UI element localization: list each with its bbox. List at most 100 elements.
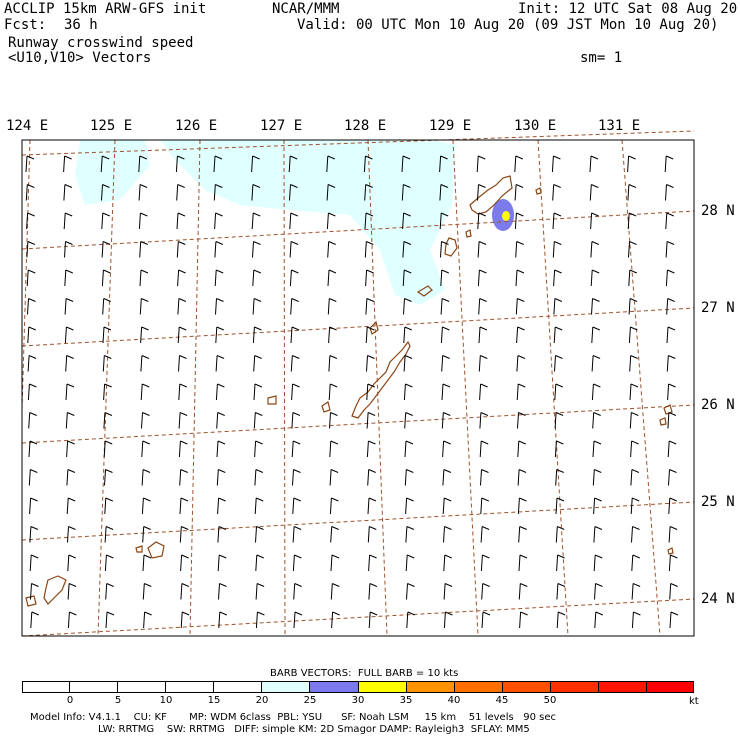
wind-barb	[101, 241, 111, 258]
wind-barb	[293, 611, 303, 629]
lat-label: 28 N	[701, 203, 735, 219]
color-scale-tick-label: 35	[399, 695, 413, 706]
wind-barb	[515, 298, 525, 315]
wind-barb	[63, 184, 73, 201]
wind-barb	[631, 554, 640, 572]
wind-barb	[328, 383, 338, 401]
wind-barb	[101, 184, 110, 201]
wind-barb	[138, 184, 148, 201]
wind-barb	[27, 355, 37, 372]
wind-barb	[292, 526, 302, 543]
wind-barb	[367, 497, 377, 515]
wind-barb	[629, 383, 639, 401]
wind-barb	[366, 412, 376, 429]
lon-line	[537, 139, 569, 637]
wind-barb	[594, 583, 603, 600]
wind-barb	[214, 269, 224, 287]
wind-barb	[443, 554, 452, 572]
wind-barb	[365, 326, 375, 344]
wind-barb	[590, 269, 600, 287]
wind-barb	[329, 497, 339, 515]
wind-barb	[139, 241, 148, 258]
color-scale-cell	[309, 681, 358, 693]
wind-barb	[101, 212, 110, 230]
wind-barb	[629, 355, 638, 372]
wind-barb	[591, 383, 601, 401]
fcst-label: Fcst:	[4, 17, 47, 33]
model-title: ACCLIP 15km ARW-GFS init	[4, 1, 207, 17]
wind-barb	[140, 355, 150, 372]
wind-barb	[442, 469, 452, 486]
color-scale-cell	[405, 681, 454, 693]
wind-barb	[179, 469, 188, 486]
wind-barb	[440, 269, 449, 287]
wind-barb	[517, 440, 526, 458]
wind-barb	[627, 155, 636, 173]
wind-barb	[177, 269, 186, 287]
wind-barb	[292, 469, 301, 486]
wind-barb	[176, 241, 186, 258]
wind-barb	[327, 269, 337, 287]
wind-barb	[553, 298, 563, 315]
wind-barb	[26, 241, 36, 258]
wind-barb	[630, 469, 640, 486]
wind-barb	[292, 497, 301, 515]
wind-barb	[105, 611, 115, 629]
wind-barb	[104, 554, 114, 572]
wind-barb	[589, 184, 599, 201]
wind-barb	[402, 212, 411, 230]
wind-barb	[476, 155, 486, 173]
wind-barb	[102, 298, 111, 315]
wind-barb	[481, 611, 491, 629]
wind-barb	[253, 355, 262, 372]
wind-barb	[668, 526, 678, 543]
wind-barb	[552, 241, 562, 258]
wind-barb	[404, 412, 413, 429]
coastlines	[25, 175, 674, 607]
crosswind-shading-peak	[502, 211, 510, 221]
daito-coastline	[663, 404, 673, 415]
lat-label: 24 N	[701, 591, 735, 607]
okinoerabu-coastline	[416, 285, 433, 297]
wind-barb	[519, 611, 528, 629]
wind-barb	[254, 440, 263, 458]
wind-barb	[365, 269, 374, 287]
wind-barb	[138, 155, 147, 173]
wind-barb	[67, 583, 77, 600]
wind-barb	[178, 383, 187, 401]
wind-barb	[627, 212, 637, 230]
wind-barb	[103, 440, 113, 458]
lon-label: 127 E	[260, 118, 303, 134]
wind-barb	[404, 440, 414, 458]
wind-barb	[552, 184, 561, 201]
wind-barb	[252, 269, 261, 287]
wind-barb	[403, 355, 413, 372]
wind-barb	[556, 554, 565, 572]
wind-barb	[143, 611, 152, 629]
wind-barb	[216, 412, 225, 429]
model-info-line: Model Info: V4.1.1 CU: KF MP: WDM 6class…	[30, 712, 556, 723]
latlon-grid	[21, 130, 695, 637]
lon-line	[283, 139, 286, 637]
wind-barb	[179, 526, 189, 543]
wind-barb	[64, 298, 74, 315]
wind-barb	[142, 554, 152, 572]
wind-barb	[554, 383, 563, 401]
color-scale-tick-label: 45	[495, 695, 509, 706]
wind-barb	[480, 497, 489, 515]
wind-barb	[479, 383, 488, 401]
wind-barb	[176, 184, 185, 201]
wind-barb	[330, 583, 340, 600]
color-scale-cell	[501, 681, 550, 693]
wind-barb	[592, 469, 602, 486]
wind-barb	[330, 554, 340, 572]
color-scale-cell	[453, 681, 502, 693]
lon-line	[189, 139, 201, 637]
vector-name: <U10,V10> Vectors	[8, 50, 152, 66]
iheya-coastline	[369, 320, 379, 335]
wind-barb	[142, 583, 152, 600]
wind-barb	[627, 184, 637, 201]
wind-barb	[666, 298, 675, 315]
wind-barb	[514, 155, 523, 173]
color-scale-tick-label: 15	[207, 695, 221, 706]
